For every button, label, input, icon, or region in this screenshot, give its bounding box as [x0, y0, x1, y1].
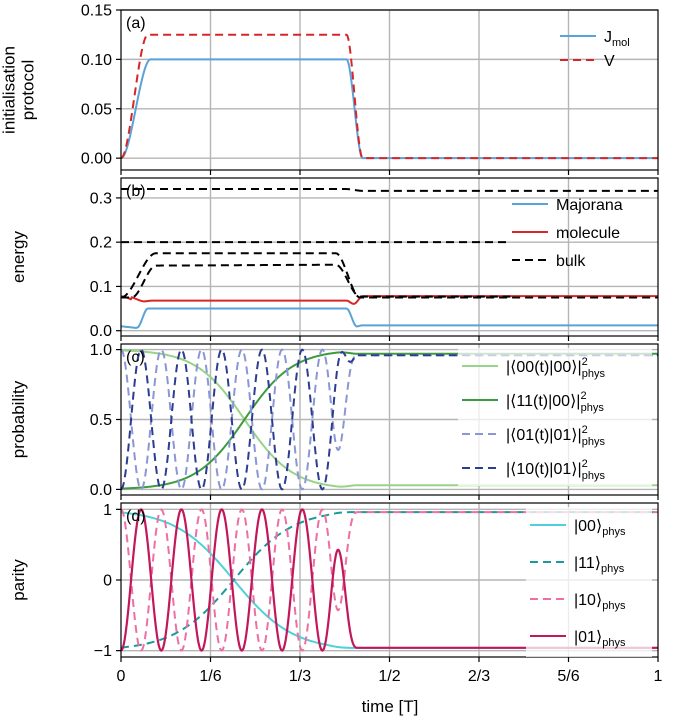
panel-c-legend-label-3: |⟨10(t)|01⟩|2 phys — [506, 458, 606, 482]
panel-b-series-5 — [120, 263, 511, 299]
panel-b-series-0 — [120, 307, 659, 329]
xtick-label-5: 5/6 — [557, 668, 579, 685]
panel-a: 0.00 0.05 0.10 0.15 initialisation protocol (a… — [0, 3, 659, 175]
panel-b-ytick-label-0: 0.0 — [90, 323, 112, 340]
panel-d-legend-label-0: |00⟩phys — [574, 518, 626, 538]
panel-d-legend-label-3: |01⟩phys — [574, 629, 626, 649]
xtick-label-2: 1/3 — [289, 668, 311, 685]
panel-d-ytick-label-0: −1 — [94, 643, 112, 660]
panel-c-ytick-label-2: 1.0 — [90, 342, 112, 359]
panel-d-legend: |00⟩phys |11⟩phys |10⟩phys |01⟩phys — [526, 507, 652, 657]
panel-d-ytick-label-2: 1 — [103, 502, 112, 519]
panel-a-ytick-label-3: 0.15 — [81, 3, 112, 20]
panel-b-legend-label-2: bulk — [556, 253, 586, 270]
panel-c-legend-label-0: |⟨00(t)|00⟩|2 phys — [506, 356, 606, 380]
panel-b-legend-label-0: Majorana — [556, 197, 623, 214]
panel-a-ylabel-0: initialisation — [0, 46, 19, 134]
panel-a-series-1 — [120, 33, 659, 160]
panel-a-legend-label-1: V — [604, 53, 615, 70]
panel-c-ylabel-0: probability — [9, 380, 28, 458]
panel-c-label: (c) — [126, 349, 145, 366]
panel-b-legend: Majorana molecule bulk — [512, 197, 623, 270]
panel-c-legend-background — [458, 348, 652, 486]
panel-a-legend: Jmol V — [560, 29, 630, 70]
panel-a-legend-label-0: Jmol — [604, 29, 630, 49]
panel-d-label: (d) — [126, 508, 146, 525]
panel-c: 0.0 0.5 1.0 probability (c) |⟨00(t)|00⟩|2 phys… — [9, 342, 659, 500]
panel-a-ytick-label-0: 0.00 — [81, 151, 112, 168]
panel-b-legend-label-1: molecule — [556, 225, 620, 242]
xtick-label-4: 2/3 — [468, 668, 490, 685]
xtick-label-1: 1/6 — [199, 668, 221, 685]
panel-d-ylabel-0: parity — [9, 559, 28, 601]
xtick-label-0: 0 — [117, 668, 126, 685]
panel-c-legend: |⟨00(t)|00⟩|2 phys |⟨11(t)|00⟩|2 phys |⟨01(t… — [458, 348, 652, 486]
panel-d-legend-label-2: |10⟩phys — [574, 592, 626, 612]
panel-d-legend-background — [526, 507, 652, 657]
panel-d-ytick-label-1: 0 — [103, 573, 112, 590]
panel-b-label: (b) — [126, 183, 146, 200]
xtick-label-6: 1 — [654, 668, 663, 685]
panel-b-ytick-label-3: 0.3 — [90, 190, 112, 207]
panel-a-ylabel-1: protocol — [19, 60, 38, 120]
xtick-label-3: 1/2 — [378, 668, 400, 685]
panel-d: −1 0 1 parity (d) |00⟩phys |11⟩phys |10⟩phys |01… — [9, 502, 659, 662]
x-axis-label: time [T] — [362, 697, 419, 716]
panel-b-ytick-label-1: 0.1 — [90, 279, 112, 296]
panel-a-ytick-label-2: 0.10 — [81, 52, 112, 69]
panel-a-label: (a) — [126, 15, 146, 32]
panel-c-legend-label-1: |⟨11(t)|00⟩|2 phys — [506, 390, 604, 414]
panel-d-legend-label-1: |11⟩phys — [574, 555, 625, 575]
panel-b: 0.0 0.1 0.2 0.3 energy (b) Majorana molecule bul… — [9, 177, 659, 341]
panel-c-ytick-label-0: 0.0 — [90, 482, 112, 499]
panel-c-ytick-label-1: 0.5 — [90, 412, 112, 429]
panel-b-ytick-label-2: 0.2 — [90, 235, 112, 252]
panel-b-series-2 — [120, 188, 659, 192]
panel-b-ylabel-0: energy — [9, 231, 28, 283]
panel-c-legend-label-2: |⟨01(t)|01⟩|2 phys — [506, 424, 606, 448]
panel-a-ytick-label-1: 0.05 — [81, 101, 112, 118]
